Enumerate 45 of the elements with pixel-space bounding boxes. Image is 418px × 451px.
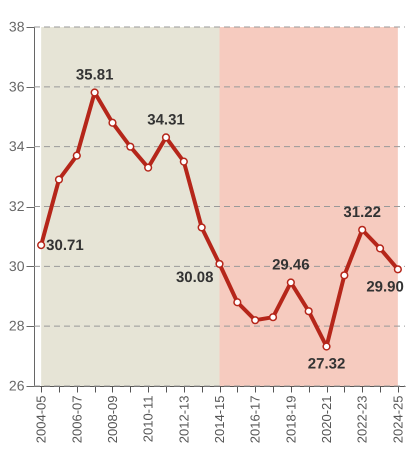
x-tick-label: 2012-13 xyxy=(176,396,192,444)
y-tick-label: 28 xyxy=(8,318,25,334)
point xyxy=(376,244,384,252)
point xyxy=(233,298,242,306)
point xyxy=(108,118,117,127)
data-label: 29.46 xyxy=(272,256,310,274)
point xyxy=(180,158,188,166)
point xyxy=(394,265,402,274)
y-tick-label: 36 xyxy=(8,78,25,94)
x-tick-label: 2006-07 xyxy=(69,396,84,444)
point xyxy=(268,313,278,322)
y-tick-label: 32 xyxy=(8,198,25,214)
data-label: 34.31 xyxy=(147,111,185,128)
point xyxy=(286,278,295,287)
point xyxy=(251,316,260,324)
data-label: 29.90 xyxy=(366,278,404,296)
data-label: 31.22 xyxy=(343,204,381,221)
x-tick-label: 2008-09 xyxy=(104,396,120,444)
data-label: 27.32 xyxy=(308,356,346,373)
point xyxy=(54,175,64,184)
x-tick-label: 2010-11 xyxy=(140,396,156,442)
point xyxy=(358,226,366,234)
y-tick-label: 38 xyxy=(8,18,25,34)
data-label: 30.71 xyxy=(46,237,84,254)
x-tick-label: 2018-19 xyxy=(283,396,298,444)
point xyxy=(72,152,81,160)
x-tick-label: 2024-25 xyxy=(390,396,406,444)
point xyxy=(340,271,348,280)
data-label: 35.81 xyxy=(76,66,114,84)
x-tick-label: 2020-21 xyxy=(319,396,334,444)
x-tick-label: 2004-05 xyxy=(34,396,49,444)
point xyxy=(198,223,206,232)
point xyxy=(144,164,152,172)
y-tick-label: 30 xyxy=(8,258,25,274)
x-tick-label: 2022-23 xyxy=(354,396,370,444)
x-tick-label: 2016-17 xyxy=(248,396,263,444)
point xyxy=(215,260,224,268)
point xyxy=(37,240,46,250)
y-tick-label: 34 xyxy=(8,138,25,154)
y-tick-label: 26 xyxy=(8,378,25,394)
x-tick-label: 2014-15 xyxy=(212,396,227,444)
point xyxy=(304,307,313,316)
point xyxy=(162,133,170,142)
data-label: 30.08 xyxy=(176,268,214,286)
point xyxy=(126,142,134,151)
